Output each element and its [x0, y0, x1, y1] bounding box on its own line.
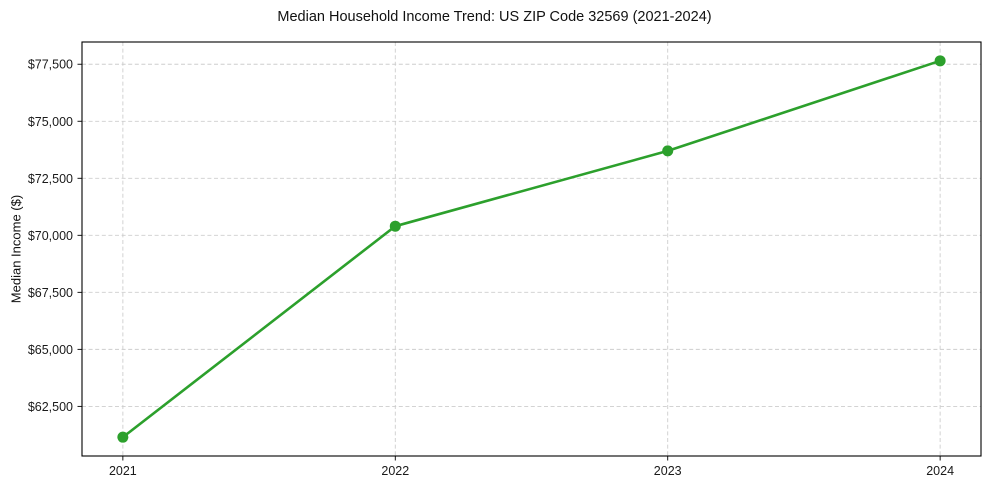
y-tick-label: $77,500: [28, 58, 73, 72]
data-point-2024: [934, 55, 946, 67]
x-tick-label: 2022: [381, 464, 409, 478]
y-tick-label: $62,500: [28, 400, 73, 414]
y-tick-label: $72,500: [28, 172, 73, 186]
y-tick-label: $70,000: [28, 229, 73, 243]
plot-border: [81, 41, 982, 457]
y-tick-label: $65,000: [28, 343, 73, 357]
y-tick-label: $67,500: [28, 286, 73, 300]
x-tick-label: 2024: [926, 464, 954, 478]
data-point-2023: [662, 145, 674, 157]
data-point-2021: [117, 431, 129, 443]
trend-line: [121, 59, 942, 439]
chart-title: Median Household Income Trend: US ZIP Co…: [277, 9, 712, 25]
y-tick-label: $75,000: [28, 115, 73, 129]
data-point-2022: [389, 220, 401, 232]
x-tick-label: 2023: [654, 464, 682, 478]
x-tick-label: 2021: [109, 464, 137, 478]
